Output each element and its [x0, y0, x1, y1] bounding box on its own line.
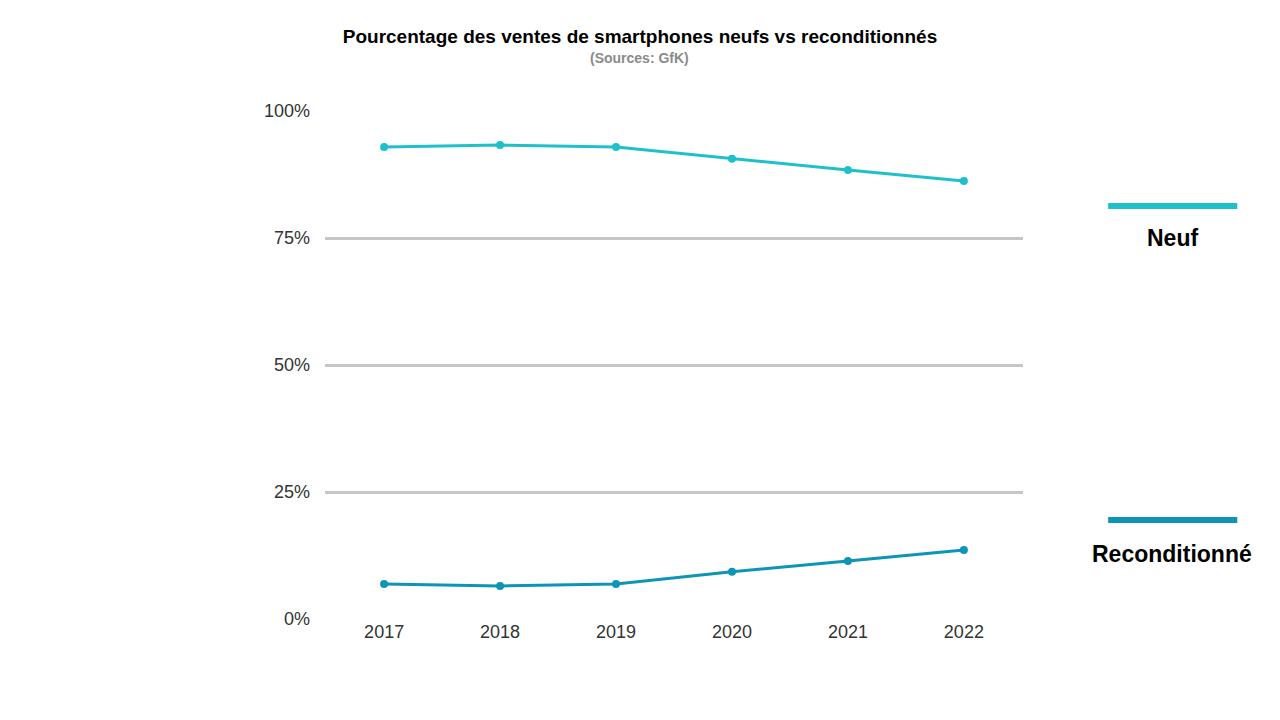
svg-text:25%: 25% — [274, 482, 310, 502]
svg-text:Neuf: Neuf — [1147, 225, 1198, 251]
svg-text:2018: 2018 — [480, 622, 520, 642]
svg-text:Pourcentage des ventes de smar: Pourcentage des ventes de smartphones ne… — [343, 26, 937, 47]
svg-text:2019: 2019 — [596, 622, 636, 642]
svg-text:2022: 2022 — [944, 622, 984, 642]
svg-text:75%: 75% — [274, 228, 310, 248]
svg-text:50%: 50% — [274, 355, 310, 375]
svg-text:2021: 2021 — [828, 622, 868, 642]
svg-text:2020: 2020 — [712, 622, 752, 642]
svg-text:Reconditionné: Reconditionné — [1092, 541, 1252, 567]
svg-text:(Sources: GfK): (Sources: GfK) — [590, 50, 689, 66]
svg-text:100%: 100% — [264, 101, 310, 121]
svg-text:2017: 2017 — [364, 622, 404, 642]
svg-text:0%: 0% — [284, 609, 310, 629]
